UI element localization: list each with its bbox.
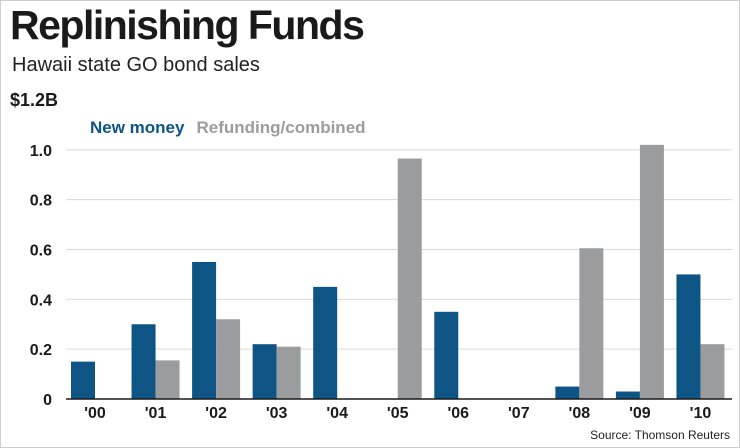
legend-refunding: Refunding/combined bbox=[196, 118, 365, 137]
bar-new-money bbox=[131, 324, 156, 399]
bar-refunding bbox=[276, 346, 301, 399]
bar-refunding bbox=[216, 319, 241, 399]
chart-title: Replinishing Funds bbox=[10, 2, 365, 48]
x-tick-label: '04 bbox=[326, 405, 348, 422]
bar-new-money bbox=[434, 311, 459, 399]
bar-refunding bbox=[155, 360, 180, 399]
bar-refunding bbox=[397, 158, 422, 399]
bar-new-money bbox=[192, 261, 217, 399]
x-tick-label: '07 bbox=[508, 405, 530, 422]
x-tick-label: '09 bbox=[629, 405, 651, 422]
y-unit-label: $1.2B bbox=[10, 90, 58, 110]
bar-refunding bbox=[700, 344, 725, 399]
bar-new-money bbox=[615, 391, 640, 399]
y-tick-label: 0.6 bbox=[30, 243, 52, 260]
bar-refunding bbox=[579, 248, 604, 399]
y-tick-label: 0.4 bbox=[30, 292, 52, 309]
chart-subtitle: Hawaii state GO bond sales bbox=[12, 54, 260, 76]
bar-new-money bbox=[676, 274, 701, 399]
y-tick-label: 0.2 bbox=[30, 342, 52, 359]
x-tick-label: '08 bbox=[569, 405, 591, 422]
bar-new-money bbox=[555, 386, 580, 399]
y-tick-label: 1.0 bbox=[30, 143, 52, 160]
x-tick-label: '10 bbox=[690, 405, 712, 422]
y-tick-label: 0 bbox=[43, 392, 52, 409]
x-tick-label: '01 bbox=[145, 405, 167, 422]
bar-new-money bbox=[313, 286, 338, 399]
x-tick-label: '03 bbox=[266, 405, 288, 422]
bar-new-money bbox=[252, 344, 277, 399]
x-tick-label: '06 bbox=[447, 405, 469, 422]
chart-source: Source: Thomson Reuters bbox=[590, 428, 730, 442]
x-tick-label: '02 bbox=[205, 405, 227, 422]
x-tick-label: '00 bbox=[84, 405, 106, 422]
x-tick-label: '05 bbox=[387, 405, 409, 422]
legend-new-money: New money bbox=[90, 118, 185, 137]
y-tick-label: 0.8 bbox=[30, 193, 52, 210]
bar-new-money bbox=[71, 361, 95, 399]
bar-refunding bbox=[639, 144, 664, 399]
